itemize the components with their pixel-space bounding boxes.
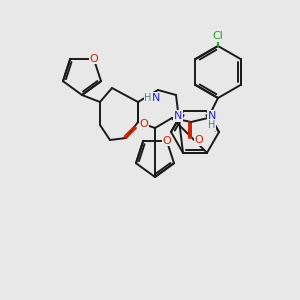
Text: H: H bbox=[208, 120, 216, 130]
Text: O: O bbox=[195, 135, 203, 145]
Text: O: O bbox=[140, 119, 148, 129]
Text: N: N bbox=[152, 93, 160, 103]
Text: H: H bbox=[144, 93, 152, 103]
Text: N: N bbox=[208, 111, 216, 121]
Text: N: N bbox=[174, 111, 182, 121]
Text: O: O bbox=[162, 136, 171, 146]
Text: Cl: Cl bbox=[213, 31, 224, 41]
Text: O: O bbox=[89, 54, 98, 64]
